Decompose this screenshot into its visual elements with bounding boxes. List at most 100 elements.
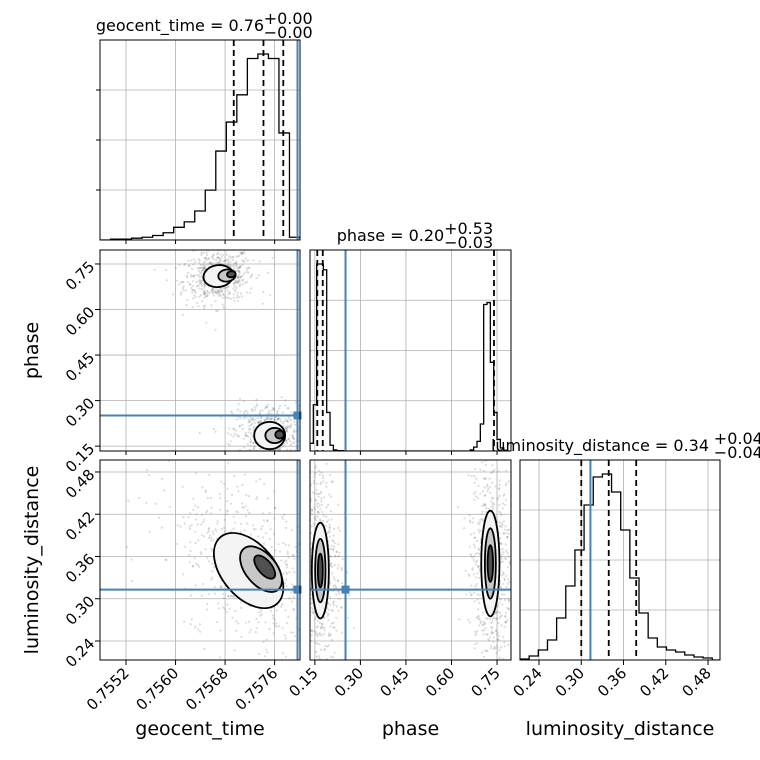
scatter-point xyxy=(476,552,479,555)
scatter-point xyxy=(470,584,473,587)
scatter-point xyxy=(504,620,507,624)
scatter-point xyxy=(311,601,314,605)
y-tick-label-luminosity_distance-1: 0.30 xyxy=(62,592,98,628)
scatter-point xyxy=(235,418,239,421)
scatter-point xyxy=(203,283,206,286)
scatter-point xyxy=(227,594,230,598)
x-tick-label-phase-3: 0.60 xyxy=(422,664,458,700)
x-tick-label-geocent_time-3: 0.7576 xyxy=(232,664,282,714)
scatter-point xyxy=(221,296,224,299)
scatter-point xyxy=(205,295,208,298)
scatter-point xyxy=(226,264,229,267)
scatter-point xyxy=(240,606,243,610)
scatter-point xyxy=(210,562,214,565)
scatter-point xyxy=(290,434,293,437)
scatter-point xyxy=(304,593,306,595)
scatter-point xyxy=(241,263,244,267)
scatter-point xyxy=(323,679,325,681)
scatter-point xyxy=(503,579,506,582)
scatter-point xyxy=(490,622,493,625)
scatter-point xyxy=(245,409,248,412)
scatter-point xyxy=(290,423,293,426)
x-axis-label-luminosity_distance: luminosity_distance xyxy=(526,718,715,740)
scatter-point xyxy=(305,540,307,542)
scatter-point xyxy=(501,593,504,596)
scatter-point xyxy=(327,613,330,616)
scatter-point xyxy=(471,521,474,524)
scatter-point xyxy=(198,261,201,264)
scatter-point xyxy=(355,604,357,606)
scatter-point xyxy=(327,519,330,522)
scatter-point xyxy=(314,517,317,520)
scatter-point xyxy=(467,429,469,431)
scatter-point xyxy=(271,256,274,259)
scatter-point xyxy=(478,667,480,669)
scatter-point xyxy=(273,517,276,520)
scatter-point xyxy=(329,555,332,559)
scatter-point xyxy=(470,533,473,536)
scatter-point xyxy=(172,293,175,296)
scatter-point xyxy=(186,271,190,274)
scatter-point xyxy=(318,657,321,660)
scatter-point xyxy=(479,529,482,532)
scatter-point xyxy=(335,616,338,619)
scatter-point xyxy=(293,557,296,560)
scatter-point xyxy=(304,450,306,452)
scatter-point xyxy=(475,616,478,619)
scatter-point xyxy=(469,519,472,522)
scatter-point xyxy=(301,454,303,456)
x-tick-label-geocent_time-2: 0.7568 xyxy=(182,664,232,714)
scatter-point xyxy=(330,565,334,568)
scatter-point xyxy=(259,409,262,412)
scatter-point xyxy=(191,280,195,283)
scatter-point xyxy=(285,520,288,523)
scatter-point xyxy=(476,497,480,500)
scatter-point xyxy=(249,438,252,441)
scatter-point xyxy=(268,411,271,415)
scatter-point xyxy=(317,469,320,472)
scatter-point xyxy=(241,252,244,255)
scatter-point xyxy=(301,441,303,443)
scatter-point xyxy=(200,594,203,597)
scatter-point xyxy=(340,568,343,571)
scatter-point xyxy=(279,550,282,553)
scatter-point xyxy=(242,278,245,282)
scatter-point xyxy=(304,707,306,709)
scatter-point xyxy=(219,262,223,265)
scatter-point xyxy=(312,482,315,485)
scatter-point xyxy=(318,643,321,646)
scatter-point xyxy=(477,547,480,550)
scatter-point xyxy=(226,462,229,465)
scatter-point xyxy=(305,444,307,446)
scatter-point xyxy=(182,516,185,519)
scatter-point xyxy=(338,529,342,532)
scatter-point xyxy=(232,435,235,438)
scatter-point xyxy=(489,617,492,620)
scatter-point xyxy=(313,610,316,613)
scatter-point xyxy=(313,725,315,727)
scatter-point xyxy=(226,289,229,292)
scatter-point xyxy=(481,629,484,632)
scatter-point xyxy=(307,551,309,553)
scatter-point xyxy=(233,299,236,302)
scatter-point xyxy=(486,490,489,493)
scatter-point xyxy=(233,247,235,249)
scatter-point xyxy=(238,266,241,269)
scatter-point xyxy=(235,277,239,280)
scatter-point xyxy=(201,279,204,282)
scatter-point xyxy=(498,483,501,486)
scatter-point xyxy=(249,441,252,444)
scatter-point xyxy=(255,627,258,630)
scatter-point xyxy=(516,508,518,510)
scatter-point xyxy=(289,448,292,451)
scatter-point xyxy=(332,480,335,483)
scatter-point xyxy=(285,572,288,576)
scatter-point xyxy=(320,490,323,493)
scatter-point xyxy=(209,497,213,500)
scatter-point xyxy=(182,280,185,284)
scatter-point xyxy=(331,594,333,596)
scatter-point xyxy=(283,561,286,564)
scatter-point xyxy=(255,498,258,501)
scatter-point xyxy=(288,437,291,441)
